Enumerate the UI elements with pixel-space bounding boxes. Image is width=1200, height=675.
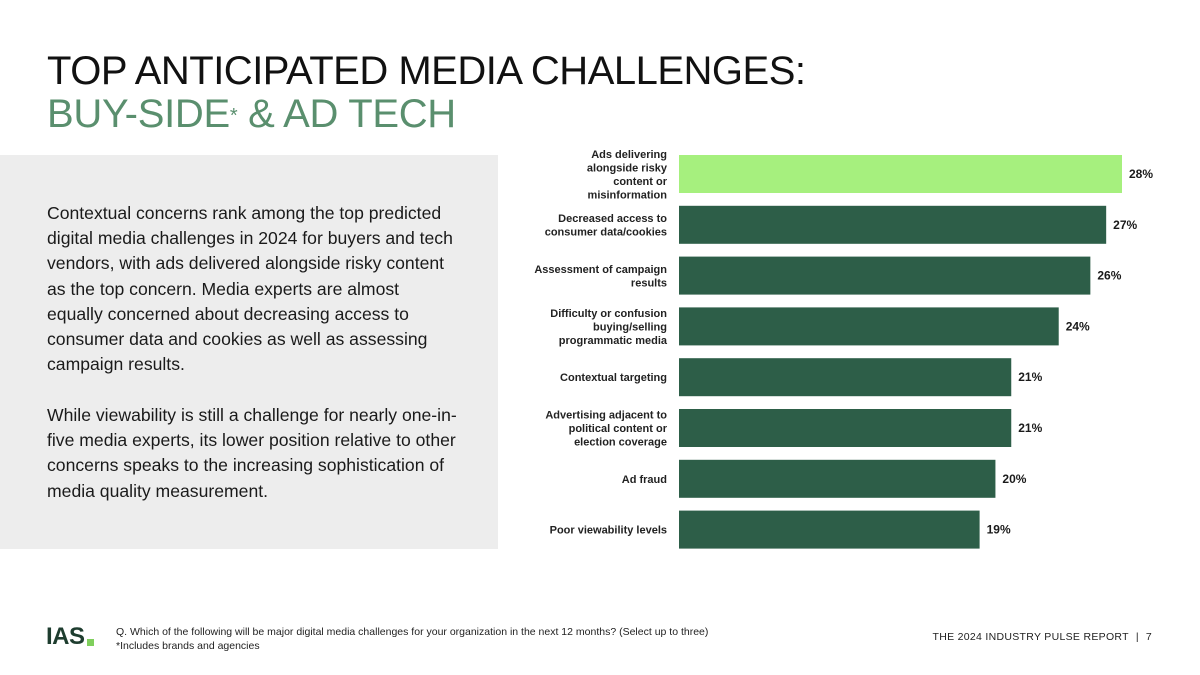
- value-label-8: 19%: [987, 523, 1011, 537]
- body-paragraph-2: While viewability is still a challenge f…: [47, 405, 457, 501]
- category-label-1: Ads delivering alongside risky content or m…: [587, 149, 668, 202]
- value-label-7: 20%: [1002, 472, 1026, 486]
- bar-4: [679, 307, 1059, 346]
- category-label-3: Assessment of campaign results: [534, 264, 667, 290]
- value-label-2: 27%: [1113, 218, 1137, 232]
- category-label-7: Ad fraud: [622, 474, 667, 486]
- category-label-4: Difficulty or confusion buying/selling pro…: [550, 308, 668, 347]
- title-line-2: BUY-SIDE* & AD TECH: [47, 92, 877, 136]
- asterisk-note: *Includes brands and agencies: [116, 640, 260, 652]
- body-paragraph-1: Contextual concerns rank among the top p…: [47, 203, 453, 375]
- logo-mark-icon: [86, 639, 94, 646]
- value-label-4: 24%: [1066, 319, 1090, 333]
- bar-6: [679, 409, 1012, 447]
- value-label-3: 26%: [1097, 269, 1121, 283]
- title-ad-tech: & AD TECH: [237, 92, 456, 136]
- text-panel: [0, 155, 498, 549]
- report-title: THE 2024 INDUSTRY PULSE REPORT: [932, 631, 1129, 643]
- title-asterisk: *: [229, 105, 238, 127]
- page-number: 7: [1145, 631, 1152, 643]
- bar-8: [679, 510, 980, 549]
- logo-text: IAS: [46, 623, 85, 650]
- bar-1: [679, 155, 1122, 193]
- report-footer: THE 2024 INDUSTRY PULSE REPORT | 7: [933, 631, 1153, 643]
- title-line-1: TOP ANTICIPATED MEDIA CHALLENGES:: [47, 49, 806, 93]
- bar-7: [679, 459, 996, 498]
- category-label-8: Poor viewability levels: [550, 525, 667, 537]
- category-label-5: Contextual targeting: [560, 372, 667, 384]
- slide-title: TOP ANTICIPATED MEDIA CHALLENGES: BUY-SI…: [47, 50, 877, 136]
- bar-2: [679, 205, 1107, 244]
- value-label-1: 28%: [1129, 167, 1153, 181]
- bar-3: [679, 256, 1091, 295]
- category-label-6: Advertising adjacent to political content…: [545, 410, 667, 449]
- ias-logo: IAS: [46, 624, 94, 650]
- category-label-2: Decreased access to consumer data/cookies: [545, 213, 668, 239]
- bar-5: [679, 358, 1012, 397]
- value-label-5: 21%: [1018, 370, 1042, 384]
- survey-question: Q. Which of the following will be major …: [116, 626, 709, 638]
- footnote: Q. Which of the following will be major …: [116, 625, 708, 653]
- bar-chart: 28% Ads delivering alongside risky content …: [534, 149, 1153, 549]
- value-label-6: 21%: [1018, 421, 1042, 435]
- title-buy-side: BUY-SIDE: [47, 92, 230, 136]
- footer-separator: |: [1135, 631, 1139, 643]
